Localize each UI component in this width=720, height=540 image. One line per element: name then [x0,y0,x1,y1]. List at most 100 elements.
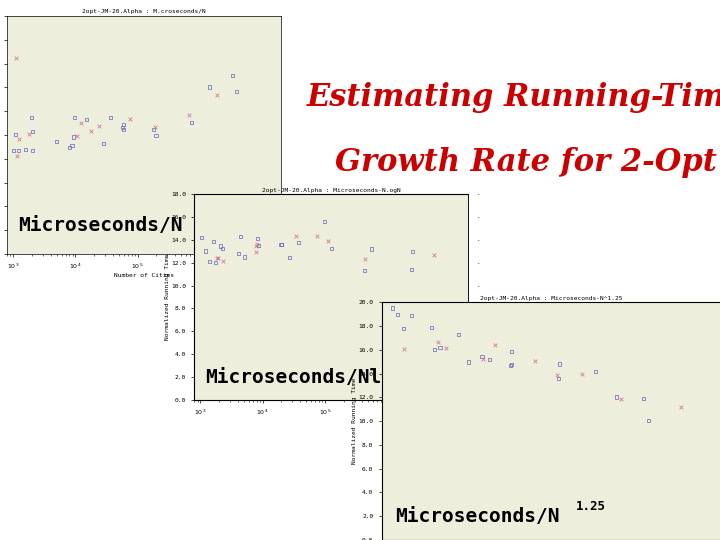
Point [476,352,487,360]
Text: Estimating Running-Time: Estimating Running-Time [306,82,720,113]
Point [227,71,238,79]
Point [235,232,246,241]
Text: Microseconds/N: Microseconds/N [18,216,183,235]
Point [12,146,24,154]
X-axis label: Number of Cities: Number of Cities [114,273,174,278]
Point [484,356,495,364]
Point [326,245,338,253]
Text: Growth Rate for 2-Opt: Growth Rate for 2-Opt [335,146,716,178]
Point [118,125,130,133]
Point [233,249,244,258]
Point [251,247,262,256]
Point [66,141,78,150]
Point [98,139,109,148]
Point [366,245,377,253]
Point [675,403,687,411]
Point [183,111,194,119]
Y-axis label: Normalized Running Time: Normalized Running Time [165,254,170,340]
Point [217,256,228,265]
Point [477,355,488,363]
Point [253,241,265,250]
Point [27,127,38,136]
Point [23,130,35,138]
Point [9,130,21,139]
Point [64,143,76,152]
Point [186,118,197,127]
Point [615,394,626,403]
Point [428,251,440,259]
Point [117,124,128,132]
Point [392,310,404,319]
Point [429,345,441,354]
Point [275,240,287,249]
Point [250,241,261,250]
Y-axis label: Normalized Running Time: Normalized Running Time [352,378,357,464]
Point [643,416,654,425]
Point [434,343,446,352]
Point [276,240,287,249]
Point [204,83,215,91]
Point [239,253,251,261]
Point [463,357,474,366]
Point [552,371,563,380]
Point [124,115,135,124]
Point [440,343,451,352]
Point [323,237,334,246]
Point [85,127,96,136]
Point [489,341,500,349]
Point [426,323,438,332]
Point [210,259,221,267]
Point [283,253,294,262]
Point [211,254,222,262]
Point [68,133,80,141]
Point [506,360,518,369]
Point [104,113,116,122]
Point [554,360,566,368]
Point [93,122,104,131]
Point [215,242,227,251]
Point [311,232,323,240]
Point [231,87,243,96]
Point [12,151,23,160]
Point [69,113,81,122]
Title: 2opt-JM-20.Alpha : Microseconds-N.ogN: 2opt-JM-20.Alpha : Microseconds-N.ogN [262,187,400,193]
Point [251,234,263,243]
Point [148,125,159,134]
Point [359,255,371,264]
Point [217,244,228,253]
Point [406,247,418,256]
Point [251,240,263,249]
Point [27,146,38,155]
Point [212,254,223,262]
Point [207,237,219,246]
Point [13,135,24,144]
Point [398,324,410,333]
Point [75,118,86,127]
Point [433,338,444,346]
Point [26,113,37,122]
Text: Microseconds/N: Microseconds/N [395,507,559,526]
Point [452,330,464,339]
Point [406,265,418,274]
Point [359,267,370,275]
Point [291,232,302,241]
Point [51,137,63,145]
Title: 2opt-JM-20.Alpha : M.croseconds/N: 2opt-JM-20.Alpha : M.croseconds/N [82,9,206,15]
Point [638,394,649,402]
Point [81,115,92,124]
Point [204,256,215,265]
Text: 1.25: 1.25 [576,500,606,512]
Title: 2opt-JM-20.Alpha : Microseconds-N^1.25: 2opt-JM-20.Alpha : Microseconds-N^1.25 [480,295,622,301]
Point [611,393,622,401]
Point [11,53,22,62]
Point [150,123,161,131]
Point [590,367,601,376]
Point [387,303,399,312]
Point [71,132,83,141]
Point [20,146,32,154]
Point [196,234,207,242]
Point [405,311,417,320]
Point [576,370,588,379]
Point [529,356,541,365]
Point [506,347,518,355]
